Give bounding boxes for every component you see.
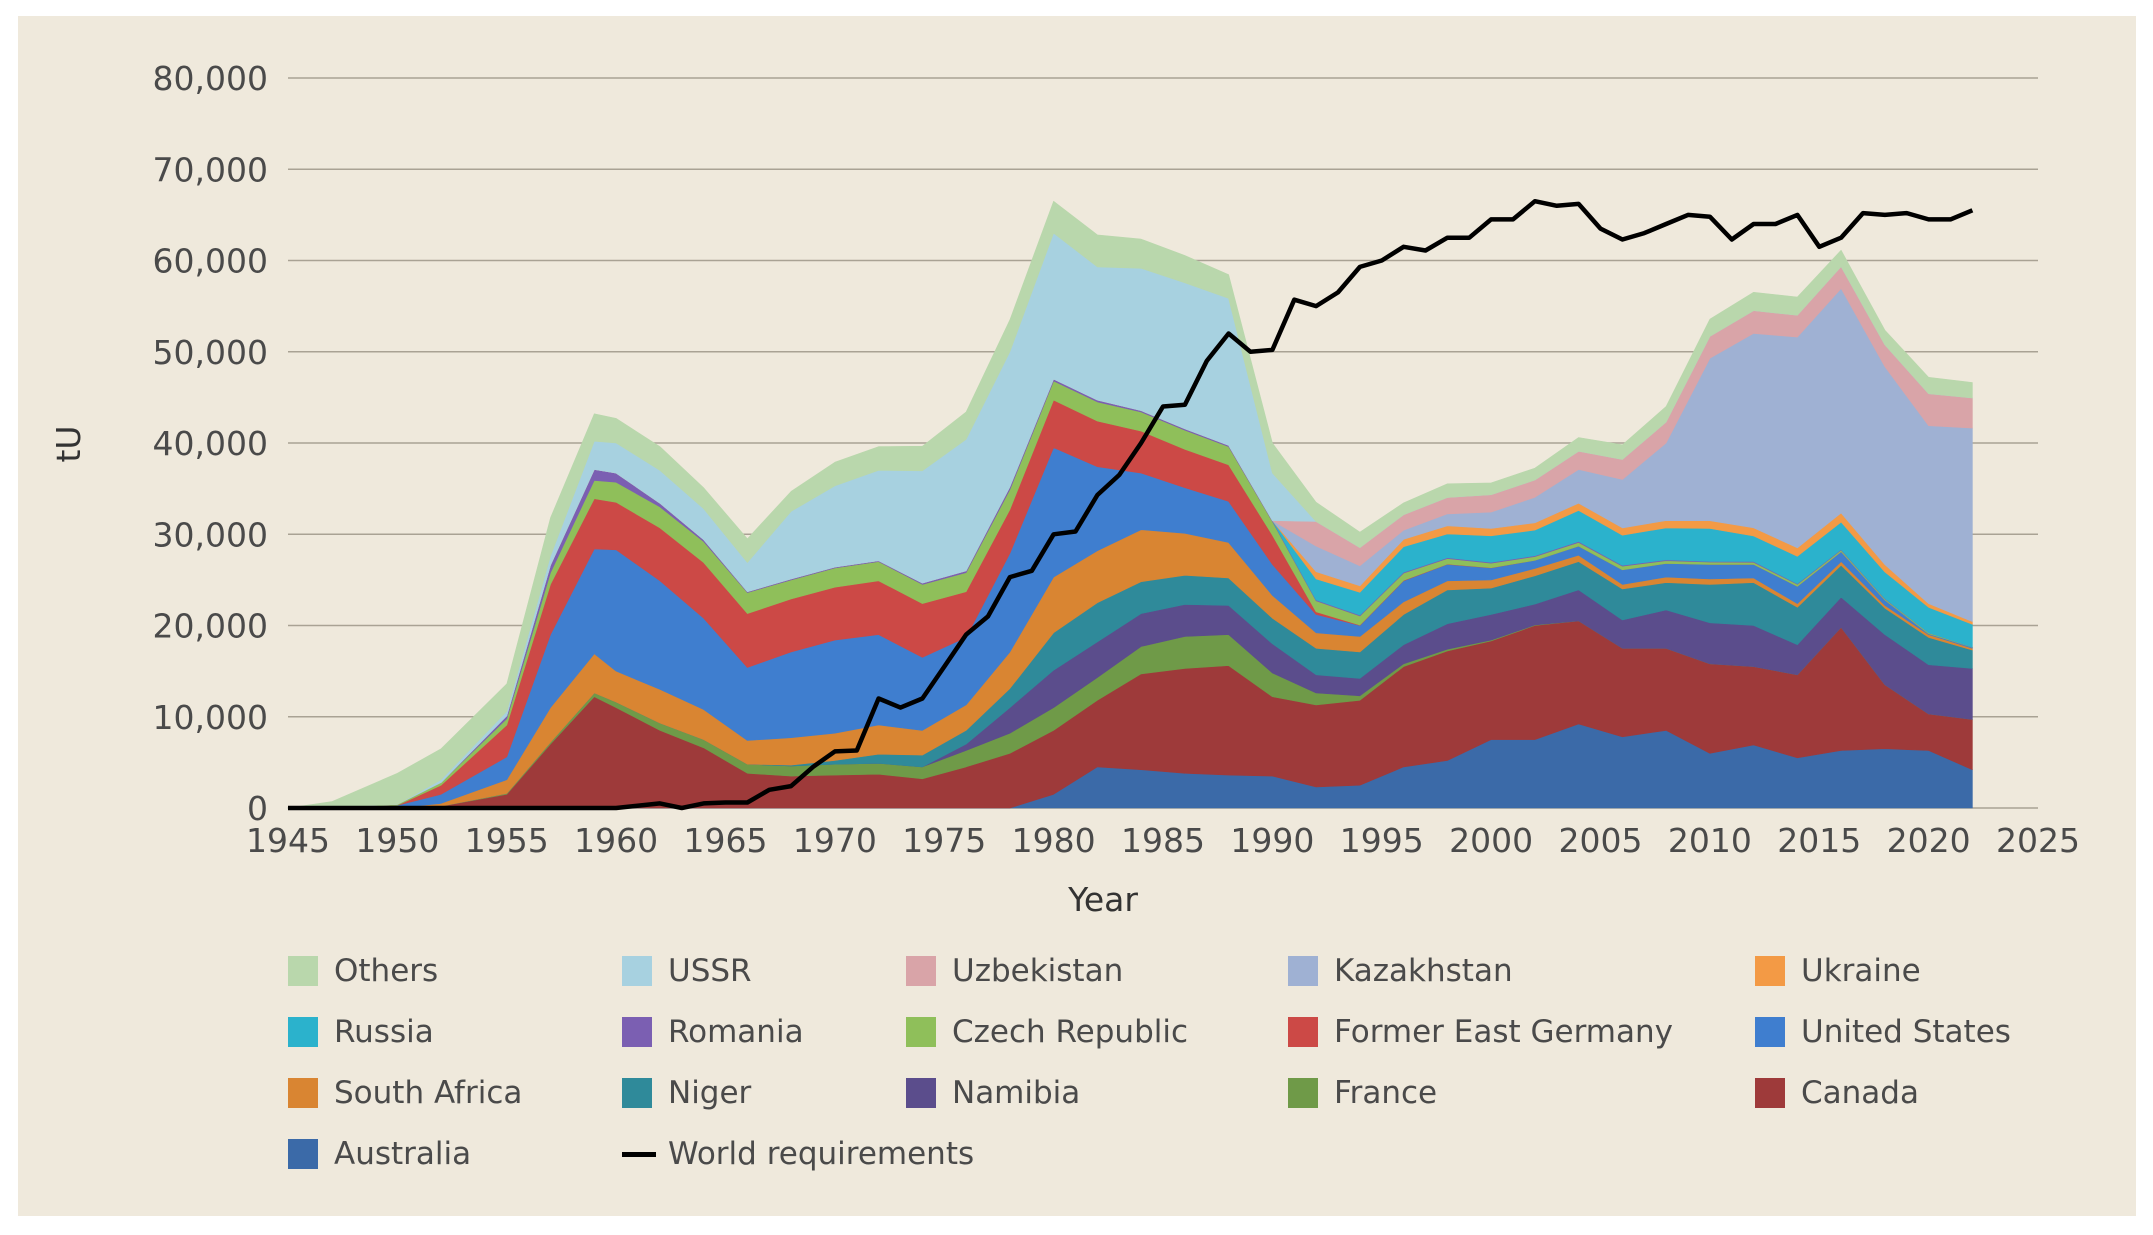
- legend-item-niger: Niger: [622, 1073, 751, 1113]
- legend-item-czech-republic: Czech Republic: [906, 1012, 1188, 1052]
- legend-swatch: [1755, 956, 1785, 986]
- legend-label: World requirements: [668, 1136, 975, 1172]
- y-tick-label: 80,000: [153, 59, 268, 98]
- legend-label: Canada: [1801, 1075, 1919, 1111]
- x-tick-label: 2025: [1996, 821, 2080, 860]
- legend-label: USSR: [668, 953, 752, 989]
- y-tick-label: 0: [247, 789, 268, 828]
- legend-swatch: [1288, 1017, 1318, 1047]
- x-tick-label: 1990: [1230, 821, 1314, 860]
- world-requirements-group: [288, 198, 1974, 811]
- world-requirements-line: [288, 198, 1974, 811]
- x-tick-label: 1955: [465, 821, 549, 860]
- legend-item-namibia: Namibia: [906, 1073, 1080, 1113]
- legend-item-others: Others: [288, 951, 438, 991]
- legend-label: Niger: [668, 1075, 752, 1111]
- legend-label: Others: [334, 953, 439, 989]
- legend-swatch: [1755, 1017, 1785, 1047]
- legend-swatch: [622, 956, 652, 986]
- x-tick-label: 2015: [1777, 821, 1861, 860]
- y-axis-ticks: 0 10,000 20,000 30,000 40,000 50,000 60,000 70,…: [153, 59, 268, 828]
- y-tick-label: 10,000: [153, 698, 268, 737]
- legend-label: Romania: [668, 1014, 804, 1050]
- legend-label: Czech Republic: [952, 1014, 1189, 1050]
- legend-item-former-east-germany: Former East Germany: [1288, 1012, 1673, 1052]
- legend-swatch: [288, 1078, 318, 1108]
- legend-label: France: [1334, 1075, 1438, 1111]
- legend-item-canada: Canada: [1755, 1073, 1919, 1113]
- y-tick-label: 40,000: [153, 424, 268, 463]
- legend-label: Russia: [334, 1014, 434, 1050]
- y-tick-label: 70,000: [153, 150, 268, 189]
- stacked-area-chart: 0 10,000 20,000 30,000 40,000 50,000 60,000 70,…: [49, 59, 2080, 919]
- legend-swatch: [1288, 1078, 1318, 1108]
- x-tick-label: 1985: [1121, 821, 1205, 860]
- legend-swatch: [906, 1078, 936, 1108]
- y-tick-label: 60,000: [153, 242, 268, 281]
- x-tick-label: 2005: [1559, 821, 1643, 860]
- legend-label: Kazakhstan: [1334, 953, 1513, 989]
- legend-item-france: France: [1288, 1073, 1437, 1113]
- y-axis-title: tU: [49, 425, 88, 462]
- y-tick-label: 50,000: [153, 333, 268, 372]
- legend-swatch: [288, 956, 318, 986]
- legend-item-uzbekistan: Uzbekistan: [906, 951, 1123, 991]
- area-series-group: [287, 200, 1973, 809]
- legend-item-kazakhstan: Kazakhstan: [1288, 951, 1513, 991]
- x-tick-label: 1995: [1340, 821, 1424, 860]
- legend-label: Uzbekistan: [952, 953, 1124, 989]
- legend-label: South Africa: [334, 1075, 523, 1111]
- x-tick-label: 1980: [1012, 821, 1096, 860]
- legend-label: Ukraine: [1801, 953, 1921, 989]
- area-series-others: [287, 200, 1973, 809]
- x-tick-label: 1965: [684, 821, 768, 860]
- x-tick-label: 2000: [1449, 821, 1533, 860]
- legend-swatch: [622, 1078, 652, 1108]
- chart-panel: 0 10,000 20,000 30,000 40,000 50,000 60,000 70,…: [18, 16, 2136, 1216]
- legend-item-ukraine: Ukraine: [1755, 951, 1921, 991]
- x-axis-title: Year: [1067, 880, 1138, 919]
- y-tick-label: 30,000: [153, 515, 268, 554]
- legend-item-united-states: United States: [1755, 1012, 2011, 1052]
- legend-label: Australia: [334, 1136, 472, 1172]
- legend-label: Namibia: [952, 1075, 1081, 1111]
- legend-item-south-africa: South Africa: [288, 1073, 522, 1113]
- legend-item-australia: Australia: [288, 1134, 471, 1174]
- legend-swatch: [288, 1139, 318, 1169]
- legend-item-ussr: USSR: [622, 951, 752, 991]
- legend-line-swatch: [622, 1151, 656, 1157]
- legend-swatch: [288, 1017, 318, 1047]
- legend-label: Former East Germany: [1334, 1014, 1673, 1050]
- x-tick-label: 1960: [574, 821, 658, 860]
- legend-swatch: [1288, 956, 1318, 986]
- x-tick-label: 1945: [246, 821, 330, 860]
- legend: Others USSR Uzbekistan Kazakhstan Ukraine Rus…: [288, 951, 2088, 1211]
- legend-swatch: [906, 956, 936, 986]
- legend-item-romania: Romania: [622, 1012, 804, 1052]
- legend-item-world-requirements: World requirements: [622, 1134, 974, 1174]
- y-tick-label: 20,000: [153, 607, 268, 646]
- legend-swatch: [906, 1017, 936, 1047]
- legend-swatch: [622, 1017, 652, 1047]
- x-tick-label: 1950: [355, 821, 439, 860]
- x-tick-label: 1970: [793, 821, 877, 860]
- legend-item-russia: Russia: [288, 1012, 434, 1052]
- legend-label: United States: [1801, 1014, 2011, 1050]
- x-axis-ticks: 1945 1950 1955 1960 1965 1970 1975 1980 1985 1990…: [246, 821, 2080, 860]
- x-tick-label: 1975: [902, 821, 986, 860]
- x-tick-label: 2010: [1668, 821, 1752, 860]
- x-tick-label: 2020: [1887, 821, 1971, 860]
- legend-swatch: [1755, 1078, 1785, 1108]
